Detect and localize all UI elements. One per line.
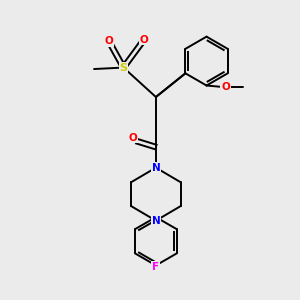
Text: N: N: [152, 216, 160, 226]
Text: S: S: [119, 63, 128, 73]
Text: O: O: [129, 133, 138, 142]
Text: F: F: [152, 262, 160, 272]
Text: O: O: [221, 82, 230, 92]
Text: O: O: [140, 34, 148, 45]
Text: N: N: [152, 163, 160, 173]
Text: O: O: [104, 36, 113, 46]
Text: N: N: [152, 163, 160, 173]
